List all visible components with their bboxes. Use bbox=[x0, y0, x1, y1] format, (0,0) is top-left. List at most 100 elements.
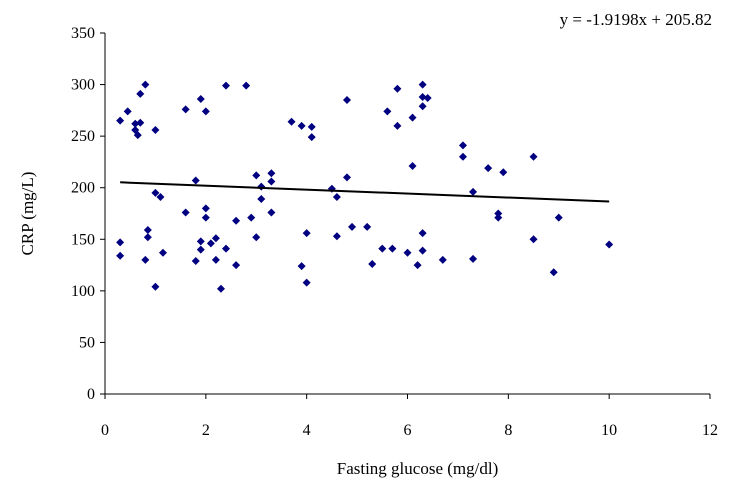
data-point bbox=[136, 118, 145, 127]
data-point bbox=[252, 233, 261, 242]
data-point bbox=[383, 107, 392, 116]
x-tick-label: 4 bbox=[303, 422, 311, 439]
data-point bbox=[116, 238, 125, 247]
data-point bbox=[378, 244, 387, 253]
data-point bbox=[206, 239, 215, 248]
data-point bbox=[403, 248, 412, 257]
data-point bbox=[484, 164, 493, 173]
data-point bbox=[469, 187, 478, 196]
data-point bbox=[131, 119, 140, 128]
data-point bbox=[201, 204, 210, 213]
data-point bbox=[232, 261, 241, 270]
x-axis-title: Fasting glucose (mg/dl) bbox=[337, 459, 498, 478]
data-point bbox=[151, 282, 160, 291]
data-point bbox=[332, 232, 341, 241]
data-point bbox=[242, 81, 251, 90]
data-point bbox=[211, 255, 220, 264]
x-tick-label: 12 bbox=[702, 422, 718, 439]
data-point bbox=[438, 255, 447, 264]
data-point bbox=[151, 188, 160, 197]
data-point bbox=[158, 248, 167, 257]
data-point bbox=[181, 105, 190, 114]
data-point bbox=[123, 107, 132, 116]
data-point bbox=[393, 121, 402, 130]
data-point bbox=[554, 213, 563, 222]
x-tick-label: 6 bbox=[404, 422, 412, 439]
data-point bbox=[418, 102, 427, 111]
data-point bbox=[494, 213, 503, 222]
data-point bbox=[418, 229, 427, 238]
data-point bbox=[143, 233, 152, 242]
data-point bbox=[418, 246, 427, 255]
data-point bbox=[222, 81, 230, 90]
data-point bbox=[549, 268, 558, 277]
data-point bbox=[343, 173, 351, 182]
data-point bbox=[499, 168, 508, 177]
data-point bbox=[458, 141, 467, 150]
data-point bbox=[469, 254, 478, 263]
data-point bbox=[191, 176, 200, 185]
data-point bbox=[423, 93, 432, 102]
data-point bbox=[191, 256, 200, 265]
data-point bbox=[408, 113, 417, 122]
data-point bbox=[232, 216, 241, 225]
data-point bbox=[287, 117, 296, 126]
data-point bbox=[494, 209, 503, 218]
x-axis-ticks: 0 2 4 6 8 10 12 bbox=[101, 394, 718, 439]
data-point bbox=[247, 213, 256, 222]
data-point bbox=[605, 240, 614, 249]
trendline-equation: y = -1.9198x + 205.82 bbox=[560, 10, 712, 29]
data-point bbox=[388, 244, 397, 253]
data-point bbox=[368, 260, 377, 269]
data-point bbox=[267, 169, 276, 178]
data-point bbox=[332, 192, 341, 201]
data-point bbox=[297, 262, 306, 271]
data-point bbox=[141, 255, 150, 264]
data-point bbox=[196, 95, 205, 104]
data-point bbox=[116, 251, 125, 260]
y-axis-title: CRP (mg/L) bbox=[18, 172, 37, 256]
data-point bbox=[408, 162, 417, 171]
data-point bbox=[136, 89, 145, 98]
data-point bbox=[156, 192, 165, 201]
data-point bbox=[143, 226, 152, 235]
data-point bbox=[302, 278, 311, 287]
data-point bbox=[307, 133, 316, 142]
y-tick-label: 250 bbox=[71, 128, 95, 145]
data-point bbox=[257, 195, 266, 204]
data-point bbox=[116, 116, 125, 125]
data-point bbox=[393, 84, 402, 93]
y-tick-label: 0 bbox=[87, 386, 95, 403]
data-point bbox=[216, 284, 225, 293]
data-point bbox=[418, 92, 427, 101]
data-point bbox=[413, 261, 422, 270]
x-tick-label: 2 bbox=[202, 422, 210, 439]
data-point bbox=[222, 244, 230, 253]
data-point bbox=[141, 80, 150, 89]
data-point bbox=[348, 222, 357, 231]
data-point bbox=[302, 229, 311, 238]
data-point bbox=[201, 213, 210, 222]
y-tick-label: 200 bbox=[71, 180, 95, 197]
data-point bbox=[363, 222, 372, 231]
data-point bbox=[529, 235, 538, 244]
data-point bbox=[267, 177, 276, 186]
data-point bbox=[307, 122, 316, 131]
x-tick-label: 0 bbox=[101, 422, 109, 439]
data-point bbox=[458, 152, 467, 161]
data-point bbox=[196, 245, 205, 254]
data-point bbox=[267, 208, 276, 217]
data-point bbox=[297, 121, 306, 130]
data-point bbox=[257, 182, 266, 191]
data-point bbox=[133, 131, 142, 140]
y-axis-ticks: 0 50 100 150 200 250 300 350 bbox=[71, 25, 105, 403]
y-tick-label: 150 bbox=[71, 231, 95, 248]
trendline bbox=[120, 181, 610, 203]
data-point bbox=[211, 234, 220, 243]
x-tick-label: 8 bbox=[504, 422, 512, 439]
data-point bbox=[181, 208, 190, 217]
data-point bbox=[151, 125, 160, 134]
data-point bbox=[343, 96, 351, 105]
y-tick-label: 350 bbox=[71, 25, 95, 42]
